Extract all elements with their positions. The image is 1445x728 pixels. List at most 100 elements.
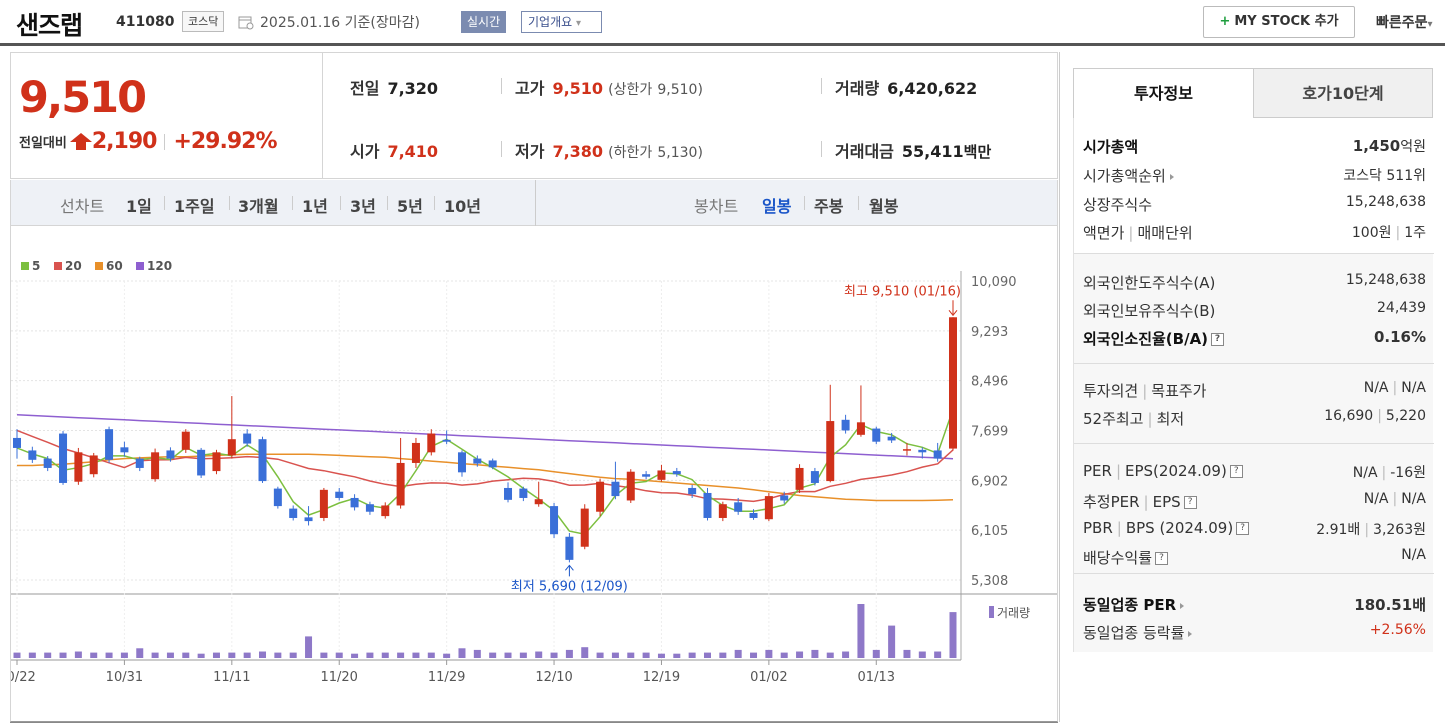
company-overview-dropdown[interactable]: 기업개요 ▾ (521, 11, 602, 33)
y-tick-label: 5,308 (971, 574, 1008, 589)
volume-bar (427, 652, 435, 658)
volume-bar (796, 651, 804, 658)
candle-body (718, 504, 727, 518)
candle-body (749, 512, 758, 518)
legend-label-ma60: 60 (106, 259, 123, 273)
help-icon[interactable]: ? (1183, 496, 1197, 509)
industry-section: 동일업종 PER 180.51배 동일업종 등락률 +2.56% (1074, 574, 1434, 652)
volume-bar (412, 652, 420, 658)
candle-body (626, 471, 635, 501)
candle-body (504, 487, 513, 500)
volume-bar (274, 652, 282, 658)
volume-bar (397, 652, 405, 658)
legend-swatch-ma5 (21, 262, 29, 270)
tab-orderbook-10[interactable]: 호가10단계 (1253, 68, 1433, 118)
period-3m[interactable]: 3개월 (238, 197, 279, 216)
help-icon[interactable]: ? (1229, 465, 1243, 478)
volume-bar (212, 652, 220, 658)
x-tick-label: 12/19 (643, 670, 680, 685)
low-arrow-head (565, 564, 574, 571)
tab-investment-info[interactable]: 투자정보 (1073, 68, 1254, 118)
y-tick-label: 7,699 (971, 425, 1008, 440)
price-chart[interactable]: 5 20 60 120 10,090 9,293 8,496 7,699 6,902 6,105 5… (0, 226, 1058, 722)
volume-bar (197, 653, 205, 658)
change-rate: +29.92% (173, 129, 277, 154)
volume-bar (305, 636, 313, 658)
x-tick-label: 10/22 (11, 670, 36, 685)
candle-weekly[interactable]: 주봉 (814, 197, 844, 216)
volume-bar (44, 652, 52, 658)
candle-body (734, 502, 743, 512)
candle-body (105, 429, 114, 460)
candlestick-chart-svg[interactable]: 5 20 60 120 10,090 9,293 8,496 7,699 6,902 6,105 5… (0, 226, 1057, 722)
volume-bar (351, 653, 359, 658)
candle-body (642, 474, 651, 477)
volume-bar (136, 648, 144, 658)
volume-bar (734, 649, 742, 658)
candle-body (258, 439, 267, 482)
volume-bar (366, 652, 374, 658)
candle-body (933, 450, 942, 459)
period-3y[interactable]: 3년 (350, 197, 376, 216)
market-cap-rank-row[interactable]: 시가총액순위 코스닥 511위 (1083, 167, 1426, 185)
caret-right-icon (1169, 173, 1174, 180)
volume-bar (59, 652, 67, 658)
market-cap-section: 시가총액 1,450억원 시가총액순위 코스닥 511위 상장주식수 15,248,6… (1074, 118, 1434, 254)
candle-monthly[interactable]: 월봉 (869, 197, 899, 216)
industry-change-row[interactable]: 동일업종 등락률 +2.56% (1083, 622, 1426, 642)
foreign-hold-row: 외국인보유주식수(B) 24,439 (1083, 300, 1426, 320)
x-tick-label: 12/10 (535, 670, 572, 685)
period-1y[interactable]: 1년 (302, 197, 328, 216)
candle-body (335, 491, 344, 498)
candle-body (688, 487, 697, 495)
candle-body (181, 431, 190, 450)
par-value-row: 액면가 | 매매단위 100원 | 1주 (1083, 224, 1426, 242)
candle-body (243, 433, 252, 444)
candle-daily[interactable]: 일봉 (762, 197, 792, 216)
high-arrow-head (948, 309, 958, 317)
ma120-line (16, 414, 954, 460)
candle-body (902, 449, 911, 451)
valuation-section: PER | EPS(2024.09)? N/A | -16원 추정PER | EPS? N/A |… (1074, 444, 1434, 574)
chevron-down-icon: ▾ (576, 18, 582, 29)
candle-body (672, 471, 681, 475)
volume-bar (151, 652, 159, 658)
y-tick-label: 10,090 (971, 275, 1017, 290)
volume-bar (182, 652, 190, 658)
realtime-button[interactable]: 실시간 (461, 11, 507, 33)
volume-bar (811, 649, 819, 658)
volume-bar (750, 652, 758, 658)
plus-icon: + (1219, 14, 1231, 29)
help-icon[interactable]: ? (1211, 333, 1225, 346)
add-my-stock-button[interactable]: + MY STOCK 추가 (1203, 6, 1355, 38)
y-tick-label: 6,902 (971, 474, 1008, 489)
volume-bar (166, 652, 174, 658)
price-detail-table: 전일 7,320 고가 9,510 (상한가 9,510) 거래량 6,420,622… (322, 52, 1058, 179)
volume-bar (381, 652, 389, 658)
quick-order-button[interactable]: 빠른주문▾ (1376, 15, 1433, 31)
pbr-row: PBR | BPS (2024.09)? 2.91배 | 3,263원 (1083, 519, 1426, 538)
candle-body (764, 496, 773, 520)
volume-bar (934, 651, 942, 658)
volume-bar (28, 652, 36, 658)
help-icon[interactable]: ? (1155, 552, 1169, 565)
candle-body (580, 508, 589, 547)
industry-per-row[interactable]: 동일업종 PER 180.51배 (1083, 596, 1426, 614)
candle-body (918, 449, 927, 453)
per-row: PER | EPS(2024.09)? N/A | -16원 (1083, 462, 1426, 481)
candle-body (611, 481, 620, 497)
open-price: 시가 7,410 (350, 142, 439, 161)
volume-bar (489, 652, 497, 658)
period-1d[interactable]: 1일 (126, 197, 152, 216)
market-cap-row: 시가총액 1,450억원 (1083, 137, 1426, 156)
period-1w[interactable]: 1주일 (174, 197, 215, 216)
candle-body (550, 506, 559, 535)
stock-name: 샌즈랩 (16, 11, 83, 40)
current-price-box: 9,510 전일대비 2,190 +29.92% (10, 52, 322, 179)
period-5y[interactable]: 5년 (397, 197, 423, 216)
period-10y[interactable]: 10년 (444, 197, 481, 216)
candle-body (212, 452, 221, 472)
volume-bar (581, 647, 589, 658)
candle-body (534, 499, 543, 505)
help-icon[interactable]: ? (1236, 522, 1250, 535)
